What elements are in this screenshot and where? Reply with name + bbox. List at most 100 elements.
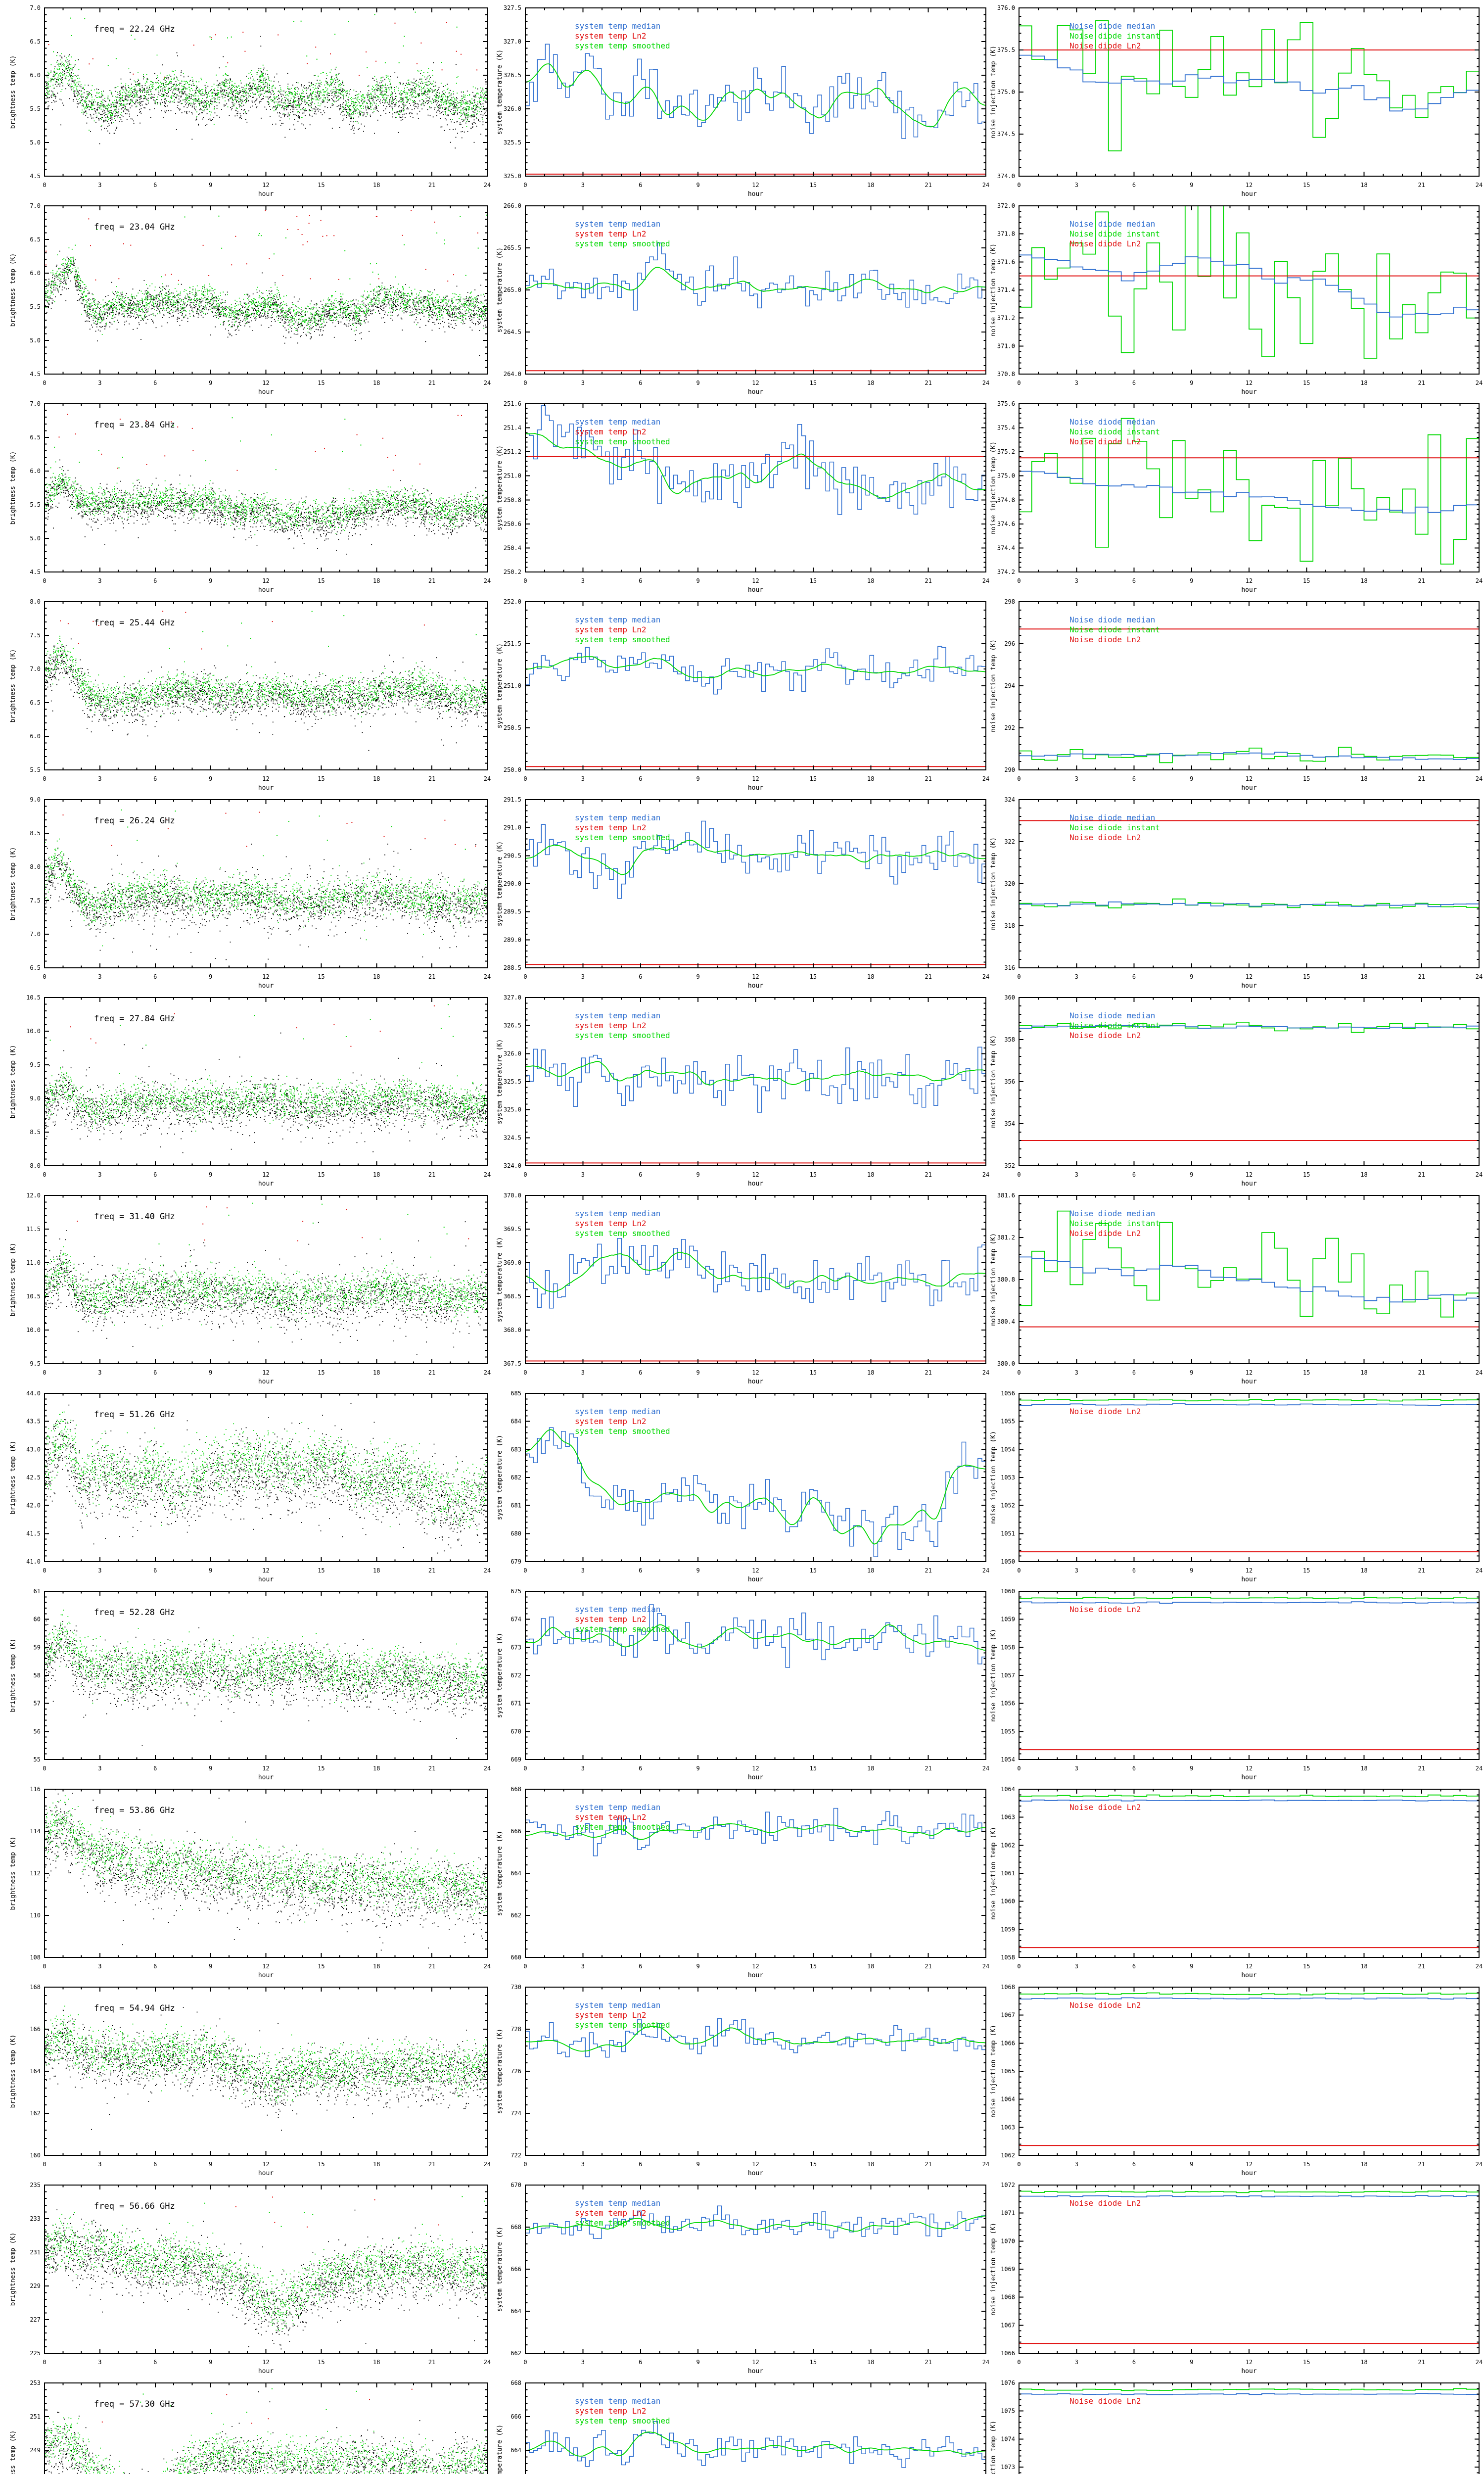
x-tick-label: 15 (1303, 577, 1310, 584)
cell-row3-brightness: 0 3 6 9 12 15 18 21 24 4.5 5.0 5.5 6.0 6.5 7.0 hour brig… (0, 396, 495, 594)
x-axis-label: hour (258, 1972, 274, 1979)
x-tick-label: 21 (1418, 1567, 1425, 1574)
panel-chart_data.rows.0.brightness: 0 3 6 9 12 15 18 21 24 4.5 5.0 5.5 6.0 6.5 7.0 hour brig… (9, 4, 491, 198)
x-tick-label: 21 (1418, 1765, 1425, 1772)
y-tick-label: 1066 (1001, 2040, 1015, 2046)
x-tick-label: 6 (1132, 1765, 1136, 1772)
plot-area (1019, 1398, 1479, 1553)
x-tick-label: 3 (581, 2359, 585, 2366)
y-tick-label: 7.0 (30, 931, 41, 938)
scatter-corrected (45, 53, 487, 131)
axes (1019, 799, 1480, 968)
y-tick-label: 326.0 (504, 1050, 521, 1057)
x-tick-label: 3 (1075, 973, 1078, 980)
legend-item-green: Noise diode instant (1069, 1219, 1160, 1228)
plot-area (45, 611, 487, 751)
x-tick-label: 9 (209, 1567, 212, 1574)
x-tick-label: 21 (1418, 2359, 1425, 2366)
plot-area (1019, 1992, 1479, 2146)
y-tick-label: 318 (1004, 922, 1015, 929)
y-axis-label: system temperature (K) (496, 2425, 504, 2474)
x-tick-label: 3 (581, 2161, 585, 2168)
y-tick-label: 11.5 (26, 1226, 41, 1233)
y-tick-label: 1056 (1001, 1390, 1015, 1397)
legend-item-blue: Noise diode median (1069, 417, 1155, 427)
x-axis-label: hour (748, 190, 763, 198)
x-tick-label: 3 (98, 1369, 101, 1376)
plot-area (45, 11, 487, 149)
x-tick-label: 21 (925, 1567, 931, 1574)
y-axis-label: brightness temp (K) (9, 1243, 17, 1317)
y-tick-label: 371.0 (997, 342, 1015, 349)
y-tick-label: 8.0 (30, 598, 41, 605)
panel-title: freq = 26.24 GHz (94, 816, 175, 826)
legend-item-blue: system temp median (575, 1407, 660, 1416)
axes (1019, 1789, 1480, 1958)
cell-row13-brightness: 03691215182124243245247249251253hourbrig… (0, 2375, 495, 2474)
flagged-points-red (60, 611, 425, 650)
x-tick-label: 12 (752, 775, 759, 782)
x-tick-label: 6 (153, 1171, 157, 1178)
x-tick-label: 24 (982, 380, 989, 386)
y-tick-label: 266.0 (504, 202, 521, 209)
y-tick-label: 316 (1004, 964, 1015, 971)
y-tick-label: 10.5 (26, 994, 41, 1001)
x-tick-label: 0 (1017, 1963, 1020, 1970)
y-tick-label: 231 (30, 2249, 41, 2256)
y-tick-label: 371.2 (997, 315, 1015, 322)
y-tick-label: 673 (510, 1644, 521, 1651)
y-axis-label: brightness temp (K) (9, 1441, 17, 1515)
x-tick-label: 18 (373, 182, 380, 189)
y-axis-label: system temperature (K) (496, 643, 504, 728)
scatter-raw (45, 638, 487, 751)
green-step-series (1019, 747, 1479, 763)
scatter-corrected (45, 838, 487, 947)
x-tick-label: 9 (696, 973, 700, 980)
x-tick-label: 12 (262, 1567, 269, 1574)
x-tick-label: 15 (1303, 182, 1310, 189)
scatter-raw (45, 844, 487, 960)
y-tick-label: 672 (510, 1672, 521, 1679)
x-tick-label: 21 (1418, 2161, 1425, 2168)
cell-row12-brightness: 0 3 6 9 12 15 18 21 24 225 227 229 231 233 235 hour brig… (0, 2177, 495, 2375)
axes (525, 997, 986, 1166)
legend-item-green: system temp smoothed (575, 1822, 670, 1832)
x-tick-label: 21 (925, 1765, 931, 1772)
y-tick-label: 290.0 (504, 880, 521, 887)
y-axis-label: system temperature (K) (496, 247, 504, 333)
x-tick-label: 18 (373, 1171, 380, 1178)
legend-item-blue: Noise diode median (1069, 615, 1155, 624)
x-tick-label: 21 (1418, 380, 1425, 386)
x-tick-label: 6 (1132, 577, 1136, 584)
x-axis-label: hour (1241, 784, 1256, 792)
x-tick-label: 12 (1246, 1567, 1252, 1574)
x-tick-label: 0 (1017, 775, 1020, 782)
x-tick-label: 9 (1190, 2161, 1193, 2168)
x-axis-label: hour (748, 1774, 763, 1781)
y-tick-label: 9.0 (30, 1095, 41, 1102)
y-tick-label: 43.5 (26, 1418, 41, 1425)
y-tick-label: 666 (510, 1828, 521, 1835)
x-tick-label: 6 (639, 1171, 642, 1178)
x-tick-label: 3 (1075, 1369, 1078, 1376)
y-tick-label: 251.5 (504, 640, 521, 647)
y-tick-label: 352 (1004, 1162, 1015, 1169)
y-tick-label: 43.0 (26, 1446, 41, 1453)
flagged-points-red (48, 22, 478, 78)
blue-step-series (1019, 471, 1479, 514)
x-tick-label: 24 (982, 2359, 989, 2366)
panel-chart_data.rows.12.brightness: 03691215182124243245247249251253hourbrig… (9, 2379, 488, 2474)
legend-item-red: Noise diode Ln2 (1069, 1407, 1141, 1416)
x-tick-label: 24 (982, 775, 989, 782)
x-tick-label: 15 (1303, 2161, 1310, 2168)
y-tick-label: 8.5 (30, 830, 41, 837)
panel-chart_data.rows.6.system_temp: 0 3 6 9 12 15 18 21 24 367.5 368.0 368.5 369.0 369.5 3… (496, 1192, 989, 1385)
cell-row4-noise_diode: 0 3 6 9 12 15 18 21 24 290 292 294 296 298 hour noise i… (989, 594, 1484, 792)
axes (44, 403, 488, 572)
x-axis-label: hour (748, 1972, 763, 1979)
x-tick-label: 6 (639, 577, 642, 584)
x-tick-label: 0 (1017, 1567, 1020, 1574)
scatter-raw (45, 2007, 487, 2131)
cell-row9-noise_diode: 0 3 6 9 12 15 18 21 24 1054 1055 1056 1057 1058 1059 10… (989, 1583, 1484, 1781)
x-tick-label: 15 (810, 380, 817, 386)
